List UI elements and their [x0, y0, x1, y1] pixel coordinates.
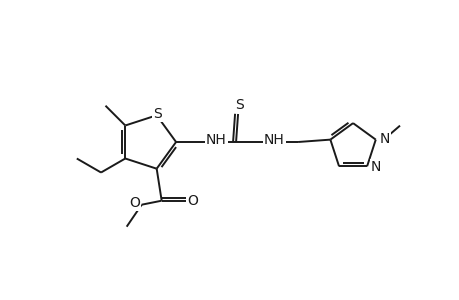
- Text: S: S: [234, 98, 243, 112]
- Text: NH: NH: [263, 133, 284, 147]
- Text: S: S: [153, 107, 162, 121]
- Text: N: N: [370, 160, 381, 174]
- Text: O: O: [187, 194, 198, 208]
- Text: N: N: [379, 132, 389, 145]
- Text: NH: NH: [205, 133, 226, 147]
- Text: O: O: [129, 196, 140, 210]
